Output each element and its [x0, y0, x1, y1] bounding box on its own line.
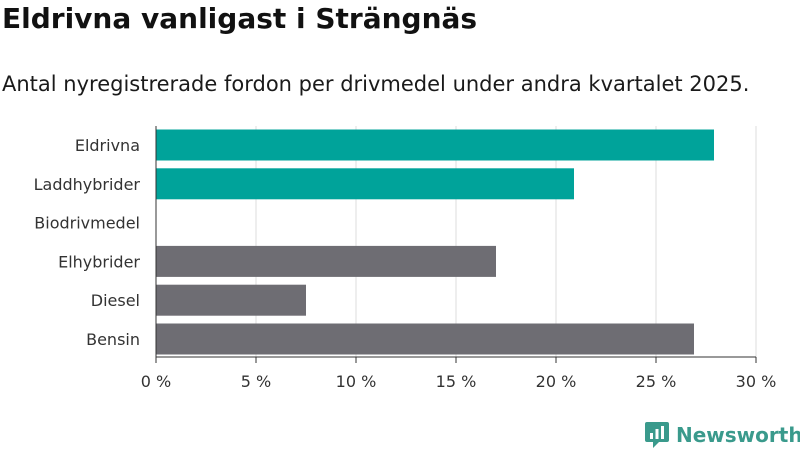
- x-tick-label: 25 %: [636, 372, 677, 391]
- bar: [156, 245, 496, 277]
- category-label: Eldrivna: [75, 136, 140, 155]
- category-label: Laddhybrider: [34, 175, 141, 194]
- x-tick-label: 0 %: [141, 372, 171, 391]
- x-axis: 0 % 5 % 10 % 15 % 20 % 25 % 30 %: [141, 126, 777, 391]
- newsworthy-logo: Newsworthy: [644, 420, 800, 450]
- bar: [156, 168, 574, 200]
- x-tick-label: 20 %: [536, 372, 577, 391]
- bars: [156, 129, 714, 355]
- chart-subtitle: Antal nyregistrerade fordon per drivmede…: [2, 72, 750, 96]
- x-tick-label: 15 %: [436, 372, 477, 391]
- newsworthy-logo-icon: [645, 422, 669, 448]
- grid-lines: [255, 126, 757, 357]
- x-tick-label: 5 %: [241, 372, 271, 391]
- bar: [156, 323, 694, 355]
- x-tick-label: 10 %: [336, 372, 377, 391]
- category-label: Diesel: [91, 291, 140, 310]
- category-label: Bensin: [86, 330, 140, 349]
- category-label: Elhybrider: [58, 252, 140, 271]
- bar: [156, 284, 306, 316]
- chart-title: Eldrivna vanligast i Strängnäs: [2, 2, 478, 35]
- x-tick-label: 30 %: [736, 372, 777, 391]
- newsworthy-logo-text: Newsworthy: [676, 423, 800, 447]
- category-labels: Eldrivna Laddhybrider Biodrivmedel Elhybrid…: [34, 136, 141, 349]
- category-label: Biodrivmedel: [34, 214, 140, 233]
- bar: [156, 129, 714, 161]
